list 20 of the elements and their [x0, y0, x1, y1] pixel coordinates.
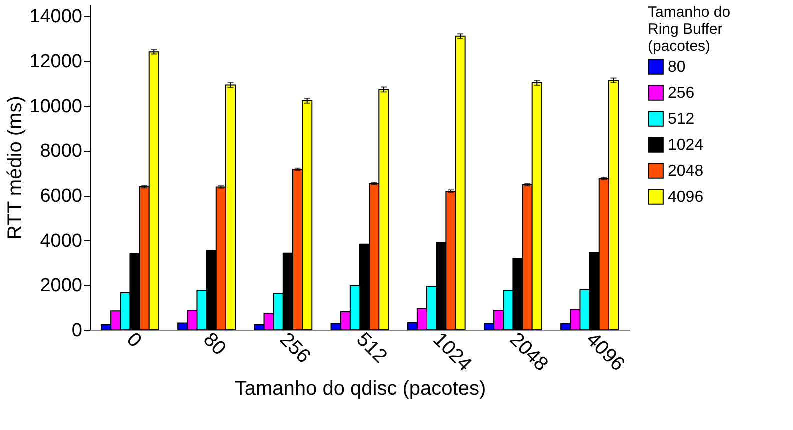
x-tick-label: 256 — [276, 328, 315, 368]
legend-label: 512 — [668, 111, 695, 128]
legend-label: 2048 — [668, 163, 704, 180]
x-tick-label: 512 — [352, 328, 392, 368]
legend-label: 4096 — [668, 189, 704, 206]
y-tick-label: 4000 — [40, 230, 82, 252]
legend-label: 256 — [668, 85, 695, 102]
y-axis-title: RTT médio (ms) — [4, 96, 27, 240]
x-tick-label: 0 — [122, 328, 146, 352]
y-tick-label: 2000 — [40, 276, 82, 297]
y-tick-label: 12000 — [30, 52, 82, 73]
x-tick-label: 80 — [199, 328, 230, 360]
legend-label: 80 — [668, 59, 686, 76]
x-axis-title: Tamanho do qdisc (pacotes) — [234, 378, 486, 400]
y-tick-label: 10000 — [30, 96, 82, 118]
y-tick-label: 8000 — [40, 141, 82, 162]
y-tick-label: 14000 — [30, 6, 82, 28]
legend-title: Tamanho do Ring Buffer (pacotes) — [648, 4, 731, 55]
y-tick-label: 6000 — [40, 186, 82, 208]
legend-label: 1024 — [668, 137, 704, 154]
